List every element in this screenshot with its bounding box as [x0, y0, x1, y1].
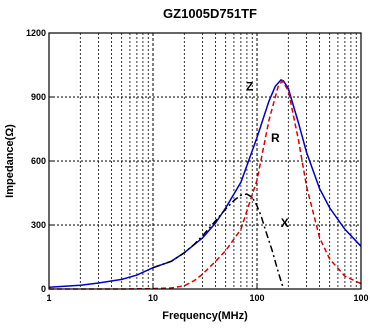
series-group — [48, 78, 362, 290]
series-label-r: R — [271, 131, 280, 145]
series-annotations: Z R X — [246, 80, 289, 231]
y-axis-label: Impedance(Ω) — [4, 124, 16, 198]
series-label-z: Z — [246, 80, 253, 94]
chart-title: GZ1005D751TF — [163, 6, 257, 21]
x-tick-label: 10 — [148, 293, 158, 303]
series-label-x: X — [281, 216, 289, 230]
y-axis-ticks: 0 300 600 900 1200 — [26, 28, 54, 294]
x-tick-label: 100 — [353, 293, 368, 303]
x-axis-ticks: 1 10 100 100 — [46, 284, 369, 303]
y-tick-label: 600 — [31, 156, 46, 166]
series-line-x — [152, 193, 285, 290]
series-line-r — [49, 79, 362, 290]
x-tick-label: 1 — [46, 293, 51, 303]
series-line-z — [48, 78, 362, 289]
x-tick-label: 100 — [249, 293, 264, 303]
x-axis-label: Frequency(MHz) — [162, 310, 248, 322]
y-tick-label: 900 — [31, 92, 46, 102]
y-tick-label: 1200 — [26, 28, 46, 38]
y-tick-label: 0 — [41, 284, 46, 294]
y-tick-label: 300 — [31, 220, 46, 230]
grid-lines — [48, 32, 362, 290]
